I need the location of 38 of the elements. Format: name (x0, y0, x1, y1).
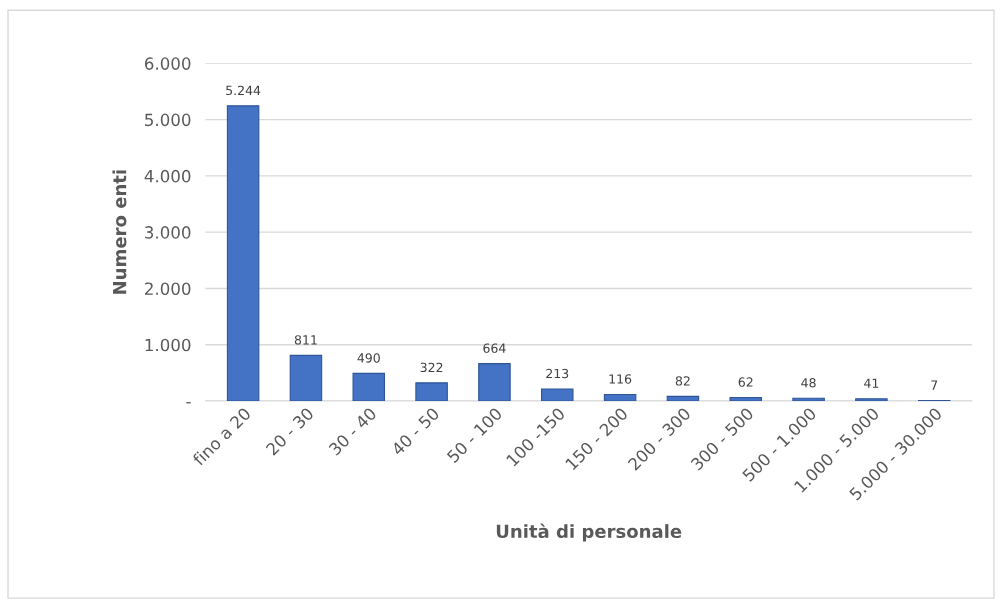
data-label: 490 (357, 353, 380, 363)
data-label: 322 (420, 362, 443, 373)
x-tick-label: 50 - 100 (446, 406, 503, 464)
bar (855, 398, 888, 401)
y-tick-label: - (186, 402, 191, 404)
data-label: 116 (609, 374, 632, 384)
x-tick-label: 30 - 40 (328, 406, 378, 456)
x-tick-label: 40 - 50 (390, 406, 440, 457)
y-tick-label: 6.000 (144, 57, 191, 70)
data-label: 48 (801, 378, 816, 388)
y-tick-label: 1.000 (145, 338, 191, 352)
data-label: 664 (483, 343, 506, 353)
x-tick-label: 20 - 30 (265, 406, 315, 456)
data-label: 811 (294, 335, 317, 345)
y-tick-label: 3.000 (145, 226, 191, 239)
bar (352, 372, 386, 401)
data-label: 7 (931, 380, 938, 390)
data-label: 62 (738, 377, 753, 387)
bar (540, 388, 574, 401)
x-tick-label: fino a 20 (191, 406, 252, 467)
data-label: 82 (675, 376, 690, 386)
data-label: 213 (546, 368, 569, 379)
y-axis-title: Numero enti (112, 170, 127, 294)
bar (603, 393, 637, 401)
bar (478, 363, 511, 401)
bar (729, 396, 763, 401)
bar (226, 105, 260, 401)
bar (666, 395, 700, 401)
x-tick-label: 200 - 300 (627, 406, 692, 471)
bar (792, 397, 825, 401)
y-tick-label: 4.000 (144, 169, 191, 183)
y-tick-label: 2.000 (145, 282, 191, 295)
bar (415, 382, 448, 401)
data-label: 5.244 (226, 85, 261, 96)
data-label: 41 (864, 378, 879, 388)
bar (289, 354, 323, 401)
y-tick-label: 5.000 (145, 113, 191, 127)
x-axis-title: Unità di personale (496, 523, 682, 542)
